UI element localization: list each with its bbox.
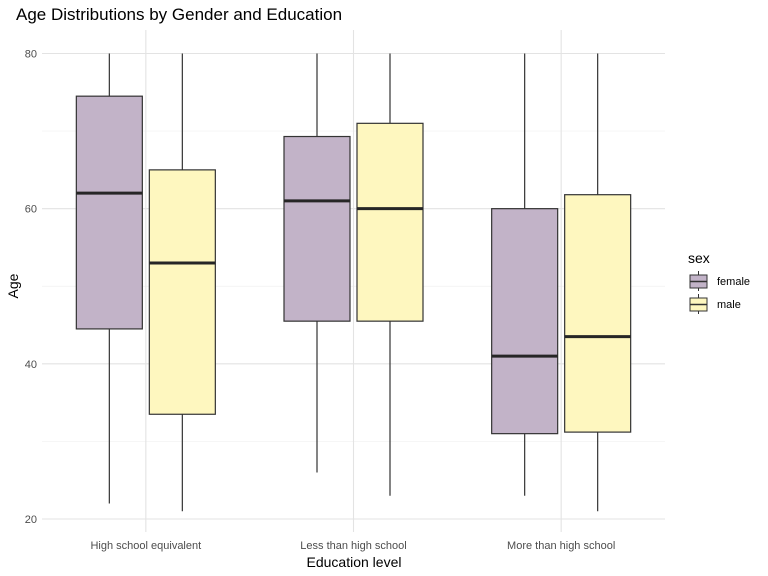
legend-title: sex xyxy=(688,250,710,266)
grid xyxy=(42,30,665,532)
y-tick-label: 80 xyxy=(25,49,37,61)
y-tick-label: 60 xyxy=(25,204,37,216)
box-female xyxy=(283,53,351,473)
y-axis-title: Age xyxy=(5,273,21,298)
x-axis-ticks: High school equivalent Less than high sch… xyxy=(90,540,615,552)
box-male xyxy=(564,53,632,512)
y-tick-label: 20 xyxy=(25,514,37,526)
box-body xyxy=(491,208,559,435)
chart-title: Age Distributions by Gender and Educatio… xyxy=(16,5,342,24)
legend-key-female xyxy=(689,271,708,291)
x-tick-label: More than high school xyxy=(507,540,615,552)
box-body xyxy=(356,122,424,322)
x-axis-title: Education level xyxy=(307,554,402,570)
box-body xyxy=(564,194,632,433)
box-male xyxy=(356,53,424,496)
y-axis-ticks: 20 40 60 80 xyxy=(25,49,37,527)
box-male xyxy=(148,53,216,512)
x-tick-label: High school equivalent xyxy=(90,540,201,552)
x-tick-label: Less than high school xyxy=(300,540,406,552)
boxes xyxy=(75,53,632,512)
box-body xyxy=(283,135,351,322)
legend: sex female male xyxy=(688,250,750,314)
legend-label: male xyxy=(717,299,741,311)
box-body xyxy=(148,169,216,415)
box-female xyxy=(491,53,559,496)
legend-label: female xyxy=(717,276,750,288)
box-female xyxy=(75,53,143,504)
box-body xyxy=(75,95,143,330)
y-tick-label: 40 xyxy=(25,359,37,371)
legend-key-male xyxy=(689,294,708,314)
